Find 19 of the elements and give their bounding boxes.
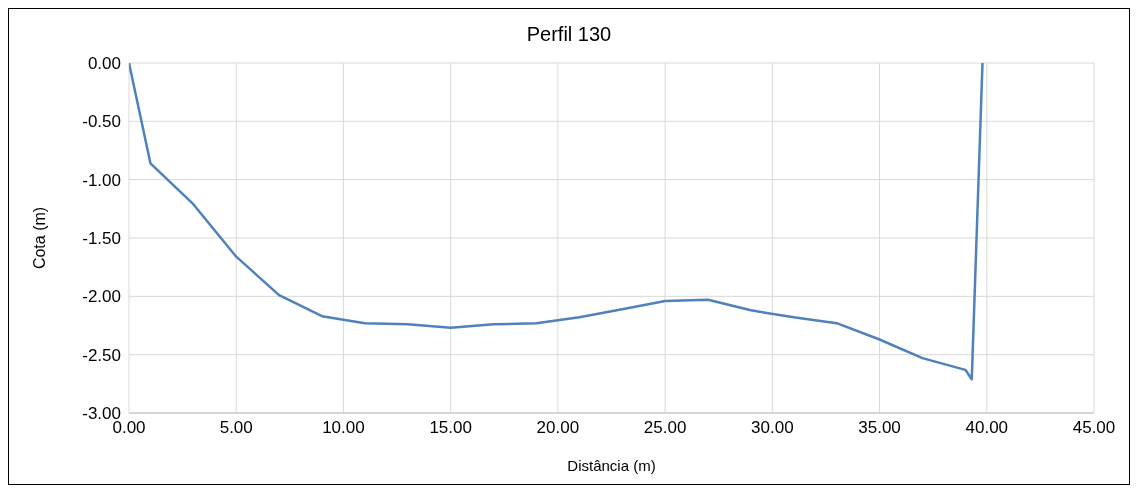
y-tick-label: -2.50 xyxy=(82,345,121,365)
x-tick-label: 25.00 xyxy=(643,418,687,438)
y-tick-label: 0.00 xyxy=(87,54,121,74)
x-tick-label: 40.00 xyxy=(965,418,1009,438)
y-axis-title: Cota (m) xyxy=(30,206,48,270)
x-tick-label: 45.00 xyxy=(1072,418,1116,438)
y-tick-label: -1.50 xyxy=(82,229,121,249)
chart-title: Perfil 130 xyxy=(525,22,613,47)
x-tick-label: 10.00 xyxy=(322,418,365,438)
y-tick-label: -1.00 xyxy=(82,170,121,190)
line-series xyxy=(129,63,984,381)
y-tick-label: -0.50 xyxy=(82,112,121,132)
x-tick-label: 5.00 xyxy=(219,418,253,438)
y-tick-label: -2.00 xyxy=(82,287,121,307)
x-tick-label: 15.00 xyxy=(429,418,472,438)
x-axis-title: Distância (m) xyxy=(567,457,656,474)
x-tick-label: 35.00 xyxy=(858,418,901,438)
x-tick-label: 20.00 xyxy=(536,418,580,438)
x-tick-label: 30.00 xyxy=(751,418,794,438)
